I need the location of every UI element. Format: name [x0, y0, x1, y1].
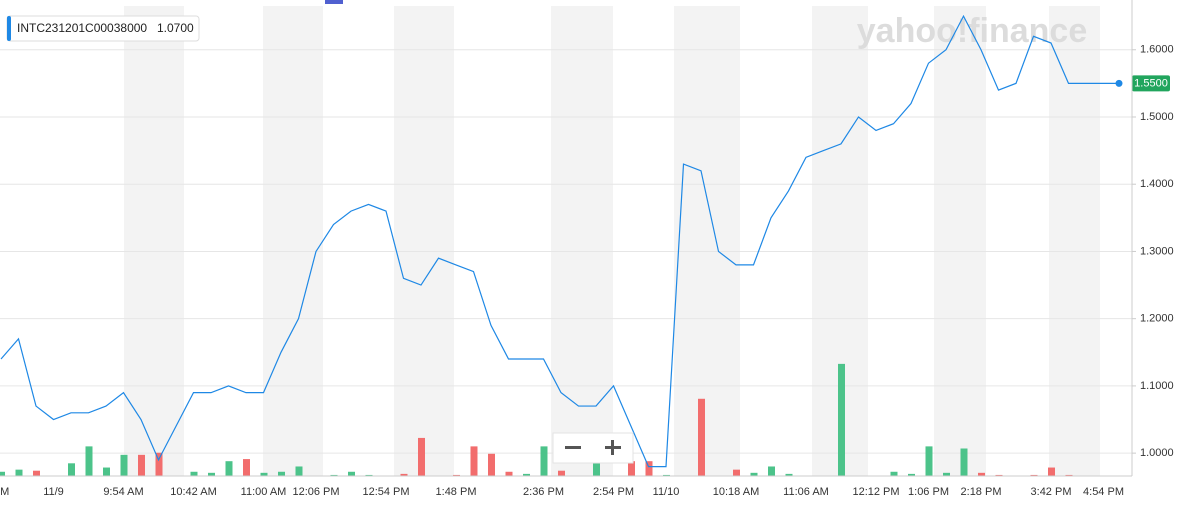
- band: [1049, 6, 1100, 476]
- volume-bar: [400, 473, 408, 476]
- volume-bar: [645, 461, 653, 476]
- volume-bar: [15, 469, 23, 476]
- volume-bar: [925, 446, 933, 476]
- volume-bar: [365, 474, 373, 476]
- time-bands: [124, 6, 1100, 476]
- y-tick-label: 1.5000: [1140, 111, 1174, 123]
- volume-bar: [1065, 474, 1073, 476]
- volume-bar: [85, 446, 93, 476]
- volume-bar: [750, 472, 758, 476]
- volume-bar: [890, 471, 898, 476]
- volume-bar: [1030, 474, 1038, 476]
- last-point: [1115, 79, 1123, 87]
- volume-bar: [330, 474, 338, 476]
- volume-bar: [348, 471, 355, 476]
- x-tick-label: 9:54 AM: [103, 486, 143, 498]
- x-tick-label: 3:42 PM: [1031, 486, 1072, 498]
- band: [674, 6, 740, 476]
- last-value-label: 1.5500: [1134, 77, 1168, 89]
- top-marker: [325, 0, 343, 4]
- legend: INTC231201C00038000 1.0700: [6, 15, 200, 42]
- volume-bar: [243, 459, 250, 476]
- x-tick-label: 2:36 PM: [523, 486, 564, 498]
- volume-bar: [558, 470, 565, 476]
- band: [934, 6, 986, 476]
- band: [394, 6, 454, 476]
- volume-bar: [1048, 467, 1055, 476]
- price-line: [0, 14, 1121, 468]
- volume-bar: [68, 463, 75, 476]
- x-tick-label: 10:42 AM: [170, 486, 216, 498]
- x-tick-label: 12:12 PM: [852, 486, 899, 498]
- y-tick-label: 1.1000: [1140, 380, 1174, 392]
- volume-bar: [733, 469, 740, 476]
- y-tick-label: 1.3000: [1140, 245, 1174, 257]
- x-tick-label: 2:18 PM: [961, 486, 1002, 498]
- volume-bar: [838, 363, 845, 476]
- volume-bar: [138, 454, 145, 476]
- volume-bar: [768, 466, 775, 476]
- volume-bar: [505, 471, 513, 476]
- band: [263, 6, 323, 476]
- zoom-controls: [552, 432, 634, 464]
- plot: 1.5500: [0, 14, 1170, 468]
- x-tick-label: 10:18 AM: [713, 486, 759, 498]
- zoom-in[interactable]: [605, 440, 621, 455]
- x-tick-label: 12:54 PM: [362, 486, 409, 498]
- volume-bar: [190, 471, 198, 476]
- x-tick-label: 11:00 AM: [241, 486, 287, 498]
- volume-bar: [103, 467, 110, 476]
- volume-bar: [470, 446, 478, 476]
- x-tick-label: 2:54 PM: [593, 486, 634, 498]
- volume-bar: [33, 470, 40, 476]
- x-tick-label: 11/10: [653, 486, 680, 498]
- legend-swatch: [7, 16, 11, 41]
- x-tick-label: 12:06 PM: [292, 486, 339, 498]
- y-tick-label: 1.2000: [1140, 313, 1174, 325]
- y-tick-label: 1.6000: [1140, 44, 1174, 56]
- volume-bar: [488, 453, 495, 476]
- volume-bar: [785, 473, 793, 476]
- volume-bar: [278, 471, 285, 476]
- volume-bar: [418, 437, 425, 476]
- legend-name: INTC231201C00038000: [17, 21, 147, 35]
- volume-bar: [120, 454, 128, 476]
- last-value-tag: [1132, 75, 1170, 92]
- volume-bar: [0, 471, 5, 476]
- volume-bar: [960, 448, 968, 476]
- x-tick-label: PM: [0, 486, 9, 498]
- volume-bar: [628, 461, 635, 476]
- volume-bar: [225, 461, 233, 476]
- volume: [0, 363, 1073, 476]
- x-tick-label: 11/9: [43, 486, 64, 498]
- volume-bar: [208, 472, 215, 476]
- volume-bar: [593, 461, 600, 476]
- volume-bar: [155, 452, 163, 476]
- volume-bar: [995, 474, 1003, 476]
- volume-bar: [260, 472, 268, 476]
- zoom-out[interactable]: [565, 446, 581, 449]
- x-tick-label: 1:06 PM: [908, 486, 949, 498]
- watermark: yahoo!finance: [857, 12, 1087, 50]
- x-tick-label: 11:06 AM: [783, 486, 829, 498]
- volume-bar: [978, 472, 985, 476]
- volume-bar: [663, 474, 670, 476]
- volume-bar: [698, 398, 705, 476]
- volume-bar: [453, 474, 460, 476]
- y-tick-label: 1.4000: [1140, 178, 1174, 190]
- x-tick-label: 1:48 PM: [436, 486, 477, 498]
- band: [124, 6, 184, 476]
- volume-bar: [295, 466, 303, 476]
- y-tick-label: 1.0000: [1140, 447, 1174, 459]
- volume-bar: [943, 472, 950, 476]
- volume-bar: [523, 473, 530, 476]
- legend-value: 1.0700: [157, 21, 194, 35]
- grid: [0, 49, 1136, 454]
- volume-bar: [540, 446, 548, 476]
- x-tick-label: 4:54 PM: [1083, 486, 1124, 498]
- volume-bar: [908, 473, 915, 476]
